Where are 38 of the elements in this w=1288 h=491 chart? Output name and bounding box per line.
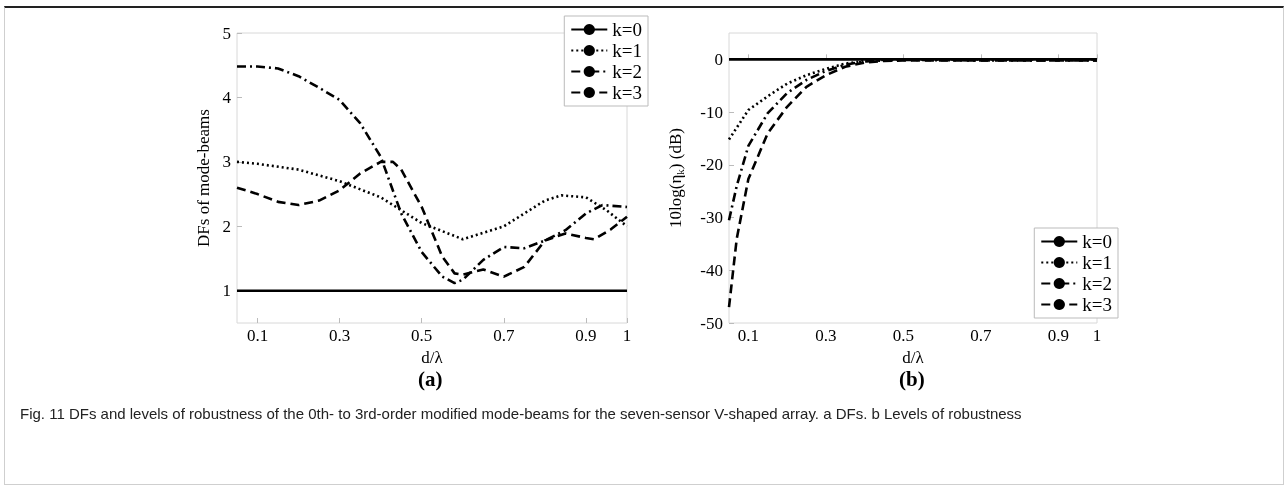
legend-label: k=3 <box>1082 294 1112 315</box>
y-tick-label: 1 <box>222 281 231 301</box>
text: (a) <box>418 366 443 391</box>
y-tick-label: 5 <box>222 23 231 43</box>
x-tick-label: 0.1 <box>737 326 759 345</box>
x-tick-label: 0.7 <box>970 326 992 345</box>
x-axis-title: d/λ <box>421 347 444 367</box>
x-tick-label: 1 <box>1092 326 1102 345</box>
y-axis-title: DFs of mode-beams <box>193 109 213 247</box>
x-tick-label: 0.1 <box>246 326 269 345</box>
legend-label: k=1 <box>1082 252 1112 273</box>
legend-label: k=3 <box>612 82 642 103</box>
legend-label: k=1 <box>612 40 642 61</box>
x-tick-label: 0.3 <box>329 326 351 345</box>
y-tick-label: 2 <box>222 216 231 236</box>
legend-label: k=2 <box>612 61 642 82</box>
caption: Fig. 11 DFs and levels of robustness of the 0th- to 3rd-order modified mode-beams for the seven-sensor V-shaped array. a DFs. b Levels of robustness <box>20 404 1023 424</box>
legend-label: k=0 <box>612 19 642 40</box>
y-tick-label: 3 <box>222 152 231 172</box>
x-axis-title: d/λ <box>902 347 925 367</box>
y-tick-label: -30 <box>700 208 723 228</box>
y-tick-label: -10 <box>700 102 723 122</box>
x-tick-label: 0.5 <box>892 326 914 345</box>
x-tick-label: 0.7 <box>493 326 515 345</box>
legend-label: k=2 <box>1082 273 1112 294</box>
legend-label: k=0 <box>1082 231 1112 252</box>
x-tick-label: 0.5 <box>411 326 433 345</box>
y-tick-label: -40 <box>700 260 723 280</box>
y-tick-label: -20 <box>700 155 723 175</box>
y-tick-label: 4 <box>222 87 232 107</box>
y-tick-label: 0 <box>714 49 723 69</box>
x-tick-label: 0.9 <box>575 326 597 345</box>
x-tick-label: 0.3 <box>815 326 837 345</box>
x-tick-label: 0.9 <box>1047 326 1069 345</box>
x-tick-label: 1 <box>622 326 632 345</box>
text: (b) <box>899 366 925 391</box>
y-tick-label: -50 <box>700 313 723 333</box>
y-axis-title: 10log(ηk) (dB) <box>666 128 686 228</box>
